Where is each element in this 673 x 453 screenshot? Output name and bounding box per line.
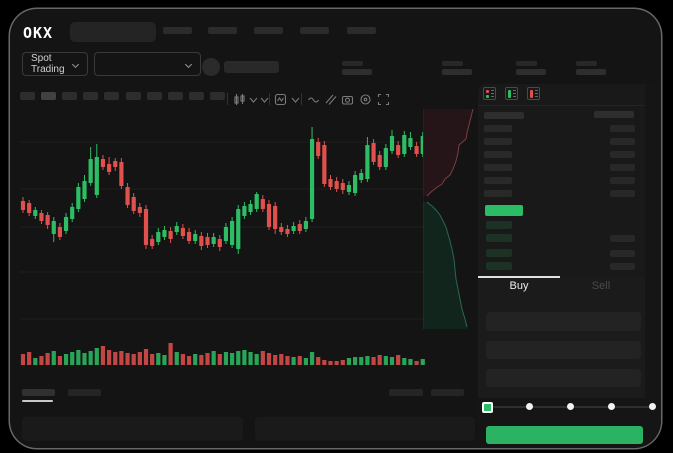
- slider-step-dot[interactable]: [567, 403, 574, 410]
- interval-button[interactable]: [41, 92, 57, 100]
- chevron-down-icon: [185, 61, 192, 68]
- coin-avatar: [202, 58, 220, 76]
- bottom-action[interactable]: [431, 389, 464, 396]
- orderbook-header-price: [484, 112, 524, 119]
- slider-step-dot[interactable]: [649, 403, 656, 410]
- interval-button[interactable]: [20, 92, 35, 100]
- ask-amount: [610, 138, 635, 145]
- nav-item[interactable]: [208, 27, 237, 34]
- slider-step-dot[interactable]: [526, 403, 533, 410]
- ask-price[interactable]: [484, 164, 512, 171]
- indicators-icon[interactable]: [274, 93, 287, 106]
- market-type-selector[interactable]: Spot Trading: [22, 52, 88, 76]
- tab-buy[interactable]: Buy: [509, 280, 529, 292]
- buy-submit-button[interactable]: [486, 426, 643, 444]
- interval-button[interactable]: [83, 92, 99, 100]
- parallel-channel-icon[interactable]: [324, 93, 337, 106]
- interval-button[interactable]: [188, 92, 204, 100]
- nav-item[interactable]: [347, 27, 376, 34]
- ask-price[interactable]: [484, 125, 512, 132]
- interval-button[interactable]: [167, 92, 183, 100]
- stat-value: [342, 69, 372, 75]
- bottom-tab[interactable]: [22, 389, 55, 396]
- line-tool-icon[interactable]: [307, 93, 320, 106]
- ask-price[interactable]: [484, 177, 512, 184]
- stat-label: [576, 61, 597, 66]
- ask-price[interactable]: [484, 138, 512, 145]
- divider: [227, 93, 228, 105]
- chevron-down-icon[interactable]: [258, 93, 271, 106]
- book-bids-icon[interactable]: [505, 87, 518, 100]
- slider-step-dot[interactable]: [608, 403, 615, 410]
- bottom-tab[interactable]: [68, 389, 101, 396]
- last-price-badge[interactable]: [485, 205, 523, 216]
- ask-amount: [610, 151, 635, 158]
- divider: [478, 105, 645, 106]
- pair-dropdown[interactable]: [94, 52, 201, 76]
- bid-amount: [610, 263, 635, 270]
- interval-button[interactable]: [125, 92, 141, 100]
- bottom-tab-active-indicator: [22, 400, 53, 402]
- chevron-down-icon: [72, 61, 79, 68]
- bid-price[interactable]: [486, 249, 512, 257]
- stat-value: [576, 69, 606, 75]
- book-both-icon[interactable]: [483, 87, 496, 100]
- candle-style-icon[interactable]: [233, 93, 246, 106]
- nav-item[interactable]: [300, 27, 329, 34]
- orderbook-header-amount: [594, 111, 634, 118]
- price-input[interactable]: [486, 312, 641, 331]
- nav-item[interactable]: [163, 27, 192, 34]
- ask-amount: [610, 125, 635, 132]
- nav-item[interactable]: [254, 27, 283, 34]
- book-asks-icon[interactable]: [527, 87, 540, 100]
- bid-amount: [610, 235, 635, 242]
- interval-button[interactable]: [62, 92, 78, 100]
- stat-label: [342, 61, 363, 66]
- search-input[interactable]: [70, 22, 156, 42]
- ask-price[interactable]: [484, 151, 512, 158]
- bottom-action[interactable]: [389, 389, 423, 396]
- divider: [269, 93, 270, 105]
- bid-price[interactable]: [486, 221, 512, 229]
- bid-price[interactable]: [486, 234, 512, 242]
- camera-icon[interactable]: [341, 93, 354, 106]
- candlestick-chart[interactable]: [20, 109, 426, 365]
- active-tab-indicator: [478, 276, 560, 278]
- stat-value: [442, 69, 472, 75]
- bid-price[interactable]: [486, 262, 512, 270]
- ask-amount: [610, 164, 635, 171]
- interval-button[interactable]: [104, 92, 120, 100]
- divider: [301, 93, 302, 105]
- amount-input[interactable]: [486, 341, 641, 359]
- stat-label: [516, 61, 537, 66]
- interval-button[interactable]: [209, 92, 225, 100]
- bottom-panel-block: [22, 417, 243, 441]
- ask-price[interactable]: [484, 190, 512, 197]
- bottom-panel-block: [255, 417, 475, 441]
- chevron-down-icon[interactable]: [289, 93, 302, 106]
- device-screen: OKX Spot Trading: [10, 9, 661, 448]
- bid-amount: [610, 250, 635, 257]
- interval-button[interactable]: [146, 92, 162, 100]
- fullscreen-icon[interactable]: [377, 93, 390, 106]
- depth-chart: [423, 109, 474, 329]
- settings-icon[interactable]: [359, 93, 372, 106]
- tab-sell[interactable]: Sell: [591, 280, 611, 292]
- market-type-label: Spot Trading: [31, 53, 65, 75]
- pair-name-placeholder: [224, 61, 279, 73]
- slider-handle[interactable]: [482, 402, 493, 413]
- chevron-down-icon[interactable]: [247, 93, 260, 106]
- orderbook-trade-panel: Buy Sell: [478, 84, 661, 448]
- ask-amount: [610, 190, 635, 197]
- total-input[interactable]: [486, 369, 641, 387]
- stat-label: [442, 61, 463, 66]
- ask-amount: [610, 177, 635, 184]
- okx-logo: OKX: [23, 24, 54, 42]
- stat-value: [516, 69, 546, 75]
